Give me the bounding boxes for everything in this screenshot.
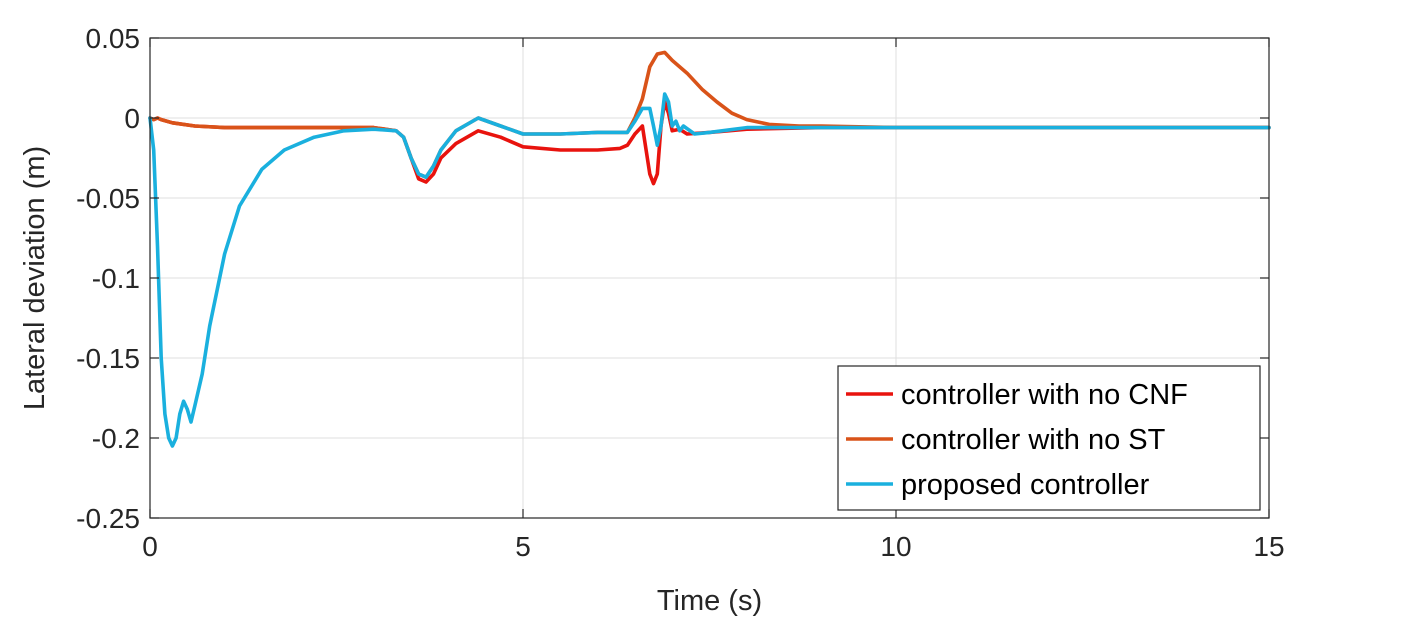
- series-line-1: [148, 50, 1271, 179]
- x-tick-label: 5: [515, 531, 531, 562]
- legend-box: [837, 365, 1261, 511]
- y-axis-label: Lateral deviation (m): [19, 146, 51, 410]
- y-tick-label: -0.15: [76, 343, 140, 374]
- y-tick-label: 0.05: [86, 23, 141, 54]
- y-axis-ticks: 0.05 0 -0.05 -0.1 -0.15 -0.2 -0.25: [76, 23, 1269, 534]
- legend: controller with no CNF controller with no…: [837, 365, 1261, 511]
- x-tick-label: 10: [880, 531, 911, 562]
- series-line-0: [148, 100, 1271, 186]
- y-tick-label: -0.2: [92, 423, 140, 454]
- x-tick-label: 0: [142, 531, 158, 562]
- y-tick-label: -0.25: [76, 503, 140, 534]
- legend-label: proposed controller: [901, 469, 1150, 501]
- legend-label: controller with no CNF: [901, 379, 1188, 411]
- x-axis-label: Time (s): [657, 585, 762, 617]
- x-tick-label: 15: [1253, 531, 1284, 562]
- y-tick-label: -0.1: [92, 263, 140, 294]
- series-layer: [148, 50, 1271, 448]
- legend-label: controller with no ST: [901, 424, 1166, 456]
- x-axis-ticks: 0 5 10 15: [142, 38, 1285, 562]
- series-line-2: [148, 92, 1271, 448]
- y-tick-label: 0: [124, 103, 140, 134]
- y-tick-label: -0.05: [76, 183, 140, 214]
